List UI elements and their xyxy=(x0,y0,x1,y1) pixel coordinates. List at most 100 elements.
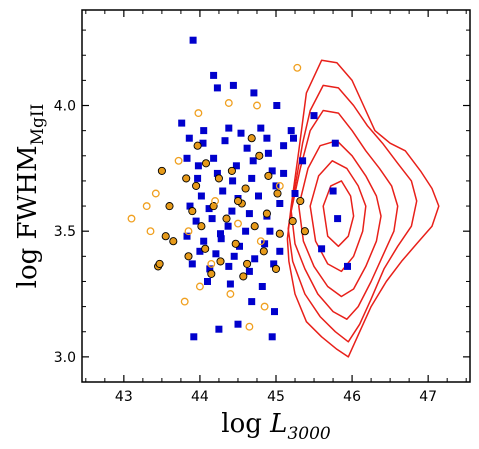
square-filled-point-35 xyxy=(276,200,284,207)
square-filled-point-53 xyxy=(230,252,238,260)
square-filled-point-38 xyxy=(228,207,236,215)
square-filled-point-21 xyxy=(194,162,202,170)
square-filled-point-1 xyxy=(189,36,197,44)
circle-filled-point-36 xyxy=(247,134,256,143)
circle-filled-point-33 xyxy=(296,196,305,206)
circle-filled-point-26 xyxy=(216,257,225,266)
square-filled-point-39 xyxy=(245,210,253,218)
square-filled-point-18 xyxy=(264,149,272,157)
circle-open-point-11 xyxy=(293,63,302,72)
circle-open-point-20 xyxy=(234,219,242,228)
square-filled-point-16 xyxy=(221,137,229,145)
circle-open-point-1 xyxy=(127,214,136,223)
x-axis-label-italic: L xyxy=(269,409,287,439)
circle-open-point-7 xyxy=(207,259,216,268)
square-filled-point-77 xyxy=(344,262,351,270)
square-filled-point-55 xyxy=(276,247,284,255)
square-filled-point-15 xyxy=(199,139,207,147)
square-filled-point-3 xyxy=(213,84,221,92)
contour-line-3 xyxy=(290,109,399,320)
square-filled-point-61 xyxy=(204,278,211,285)
square-filled-point-6 xyxy=(257,124,265,132)
square-filled-point-19 xyxy=(280,142,288,150)
square-filled-point-44 xyxy=(242,227,250,235)
square-filled-point-50 xyxy=(261,240,269,248)
square-filled-point-20 xyxy=(183,154,191,162)
circle-filled-point-10 xyxy=(214,174,223,183)
circle-filled-point-22 xyxy=(262,209,271,218)
circle-filled-point-2 xyxy=(165,202,174,211)
square-filled-point-56 xyxy=(188,260,196,268)
circle-filled-point-21 xyxy=(250,222,259,231)
circle-filled-point-4 xyxy=(169,237,178,246)
square-filled-point-9 xyxy=(185,134,193,142)
square-filled-point-32 xyxy=(219,187,227,195)
circle-filled-point-31 xyxy=(207,269,216,278)
x-axis-label: log L3000 xyxy=(221,409,331,444)
square-filled-point-14 xyxy=(290,134,297,142)
circle-open-point-15 xyxy=(275,181,284,190)
square-filled-point-68 xyxy=(268,333,276,341)
y-axis-label-main: log FWHM xyxy=(13,145,43,288)
circle-open-point-3 xyxy=(151,189,160,198)
circle-filled-point-34 xyxy=(288,217,297,226)
square-filled-point-29 xyxy=(248,174,256,182)
square-filled-point-5 xyxy=(250,89,258,97)
square-filled-point-7 xyxy=(273,102,281,109)
circle-filled-point-27 xyxy=(231,239,240,248)
y-axis-label: log FWHMMgII xyxy=(13,104,48,289)
circle-filled-point-23 xyxy=(275,229,284,238)
square-filled-point-12 xyxy=(237,129,245,137)
circle-filled-point-30 xyxy=(271,264,281,273)
circle-open-point-2 xyxy=(142,202,151,211)
square-filled-point-49 xyxy=(236,242,243,250)
square-filled-point-22 xyxy=(210,154,218,162)
square-filled-point-75 xyxy=(329,187,337,195)
circle-filled-point-37 xyxy=(193,141,202,150)
square-filled-point-71 xyxy=(310,112,318,120)
square-filled-point-63 xyxy=(258,283,266,290)
square-filled-point-42 xyxy=(208,215,216,223)
marker-layer xyxy=(127,36,351,341)
square-filled-point-58 xyxy=(225,262,233,270)
circle-filled-point-24 xyxy=(184,252,193,261)
square-filled-point-11 xyxy=(225,124,233,132)
circle-open-point-10 xyxy=(245,322,254,331)
circle-filled-point-35 xyxy=(300,227,309,236)
contour-line-6 xyxy=(322,180,355,248)
circle-filled-point-12 xyxy=(241,184,250,193)
square-filled-point-79 xyxy=(331,139,339,147)
circle-filled-point-13 xyxy=(255,151,264,160)
square-filled-point-78 xyxy=(318,245,326,253)
circle-filled-point-19 xyxy=(222,214,231,223)
square-filled-point-66 xyxy=(234,320,242,328)
square-filled-point-80 xyxy=(217,230,224,238)
x-tick-label: 45 xyxy=(267,389,285,405)
circle-open-point-8 xyxy=(226,290,235,298)
circle-filled-point-16 xyxy=(188,207,197,216)
circle-filled-point-9 xyxy=(201,159,211,168)
square-filled-point-27 xyxy=(213,169,221,177)
circle-filled-point-8 xyxy=(192,181,201,190)
square-filled-point-36 xyxy=(186,202,194,210)
contour-line-4 xyxy=(298,139,382,298)
circle-filled-point-38 xyxy=(233,196,243,206)
circle-open-point-16 xyxy=(174,156,183,165)
circle-filled-point-28 xyxy=(243,259,252,268)
circle-open-point-9 xyxy=(260,302,269,311)
square-filled-point-8 xyxy=(178,119,186,127)
circle-open-point-4 xyxy=(146,227,155,236)
circle-filled-point-32 xyxy=(239,272,248,281)
square-filled-point-13 xyxy=(263,134,271,142)
circle-filled-point-29 xyxy=(259,247,268,256)
circle-filled-point-6 xyxy=(155,259,164,268)
circle-filled-point-17 xyxy=(197,222,206,231)
x-tick-label: 47 xyxy=(419,389,437,405)
square-filled-point-64 xyxy=(248,298,256,306)
square-filled-point-51 xyxy=(196,247,204,255)
square-filled-point-24 xyxy=(249,157,257,165)
x-tick-label: 46 xyxy=(343,389,361,405)
circle-open-point-12 xyxy=(224,99,233,107)
